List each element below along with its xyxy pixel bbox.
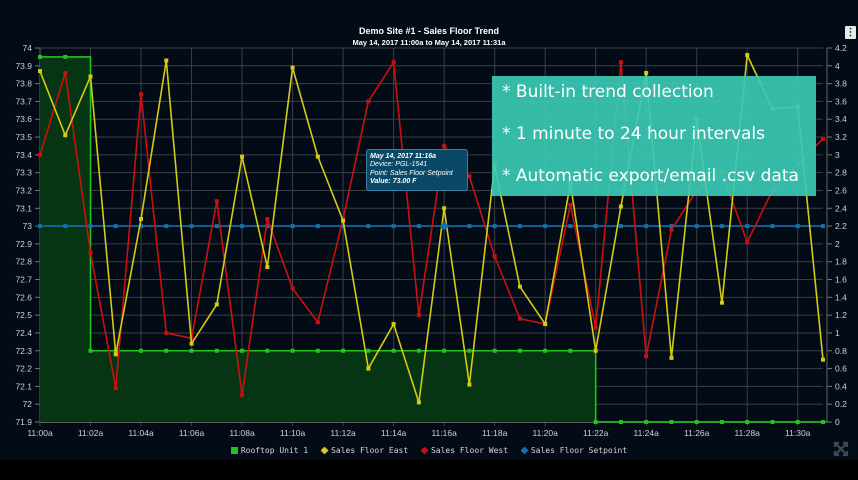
fullscreen-icon[interactable] xyxy=(833,441,849,457)
y-left-tick-label: 71.9 xyxy=(15,417,32,427)
y-right-tick-label: 3.8 xyxy=(835,79,847,89)
x-tick-label: 11:24a xyxy=(634,428,660,438)
y-right-tick-label: 4 xyxy=(835,61,840,71)
y-right-tick-label: 1.2 xyxy=(835,310,847,320)
y-right-tick-label: 0 xyxy=(835,417,840,427)
y-right-tick-label: 3.4 xyxy=(835,114,847,124)
tooltip-point: Point: Sales Floor Setpoint xyxy=(370,169,453,177)
y-left-tick-label: 72.3 xyxy=(15,346,32,356)
y-right-tick-label: 1 xyxy=(835,328,840,338)
legend-item-sales-floor-setpoint[interactable]: Sales Floor Setpoint xyxy=(520,446,628,455)
y-right-tick-label: 2.6 xyxy=(835,185,847,195)
legend-label: Sales Floor Setpoint xyxy=(530,446,628,455)
x-tick-label: 11:16a xyxy=(431,428,457,438)
x-tick-label: 11:10a xyxy=(280,428,306,438)
series-rooftop-unit-1[interactable] xyxy=(40,56,823,423)
x-tick-label: 11:04a xyxy=(128,428,154,438)
tooltip-device: Device: PGL-1541 xyxy=(370,161,428,169)
y-right-tick-label: 1.8 xyxy=(835,257,847,267)
y-right-tick-label: 3.2 xyxy=(835,132,847,142)
y-left-tick-label: 73 xyxy=(23,221,33,231)
legend-item-sales-floor-west[interactable]: Sales Floor West xyxy=(420,446,509,455)
y-left-tick-label: 73.3 xyxy=(15,168,32,178)
x-tick-label: 11:12a xyxy=(330,428,356,438)
y-right-tick-label: 0.8 xyxy=(835,346,847,356)
y-left-tick-label: 73.8 xyxy=(15,79,32,89)
y-right-tick-label: 3 xyxy=(835,150,840,160)
chart-plot[interactable]: 74 4.2 73.9 4 73.8 3.8 73.7 3.6 73.6 3.4 73.5 3.2 73… xyxy=(0,0,858,460)
data-point-tooltip: May 14, 2017 11:16a Device: PGL-1541 Poi… xyxy=(366,149,468,191)
x-tick-label: 11:14a xyxy=(381,428,407,438)
x-tick-label: 11:28a xyxy=(735,428,761,438)
x-tick-label: 11:20a xyxy=(532,428,558,438)
y-right-tick-label: 0.2 xyxy=(835,399,847,409)
legend-label: Sales Floor West xyxy=(430,446,509,455)
legend-item-sales-floor-east[interactable]: Sales Floor East xyxy=(320,446,409,455)
series-sales-floor-west[interactable] xyxy=(39,59,824,396)
legend-item-rooftop-unit-1[interactable]: Rooftop Unit 1 xyxy=(230,446,309,455)
callout-line-intervals: * 1 minute to 24 hour intervals xyxy=(502,124,766,144)
x-tick-label: 11:30a xyxy=(785,428,811,438)
callout-line-export: * Automatic export/email .csv data xyxy=(502,166,799,186)
x-tick-label: 11:02a xyxy=(78,428,104,438)
y-right-tick-label: 1.4 xyxy=(835,292,847,302)
diamond-marker-icon xyxy=(420,446,429,455)
tooltip-value: Value: 73.00 F xyxy=(370,178,417,186)
y-right-tick-label: 0.6 xyxy=(835,364,847,374)
chart-title: Demo Site #1 - Sales Floor Trend xyxy=(358,26,500,36)
legend-label: Rooftop Unit 1 xyxy=(240,446,309,455)
y-left-tick-label: 74 xyxy=(23,43,33,53)
y-right-tick-label: 2.8 xyxy=(835,168,847,178)
y-left-tick-label: 73.1 xyxy=(15,203,32,213)
chart-subtitle: May 14, 2017 11:00a to May 14, 2017 11:3… xyxy=(352,38,506,47)
x-tick-label: 11:26a xyxy=(684,428,710,438)
y-right-tick-label: 2.2 xyxy=(835,221,847,231)
square-marker-icon xyxy=(230,447,238,454)
y-left-tick-label: 73.6 xyxy=(15,114,32,124)
y-left-tick-label: 72 xyxy=(23,399,33,409)
x-tick-label: 11:08a xyxy=(229,428,255,438)
y-left-tick-label: 72.6 xyxy=(15,292,32,302)
y-right-tick-label: 4.2 xyxy=(835,43,847,53)
y-right-tick-label: 3.6 xyxy=(835,96,847,106)
chart-menu-button[interactable]: ⋮ xyxy=(845,26,856,39)
tooltip-date: May 14, 2017 11:16a xyxy=(370,153,437,160)
diamond-marker-icon xyxy=(520,446,529,455)
y-left-tick-label: 73.5 xyxy=(15,132,32,142)
rooftop-area xyxy=(40,56,823,423)
y-left-tick-label: 73.7 xyxy=(15,96,32,106)
y-right-tick-label: 1.6 xyxy=(835,275,847,285)
callout-line-trend-collection: * Built-in trend collection xyxy=(502,82,714,102)
x-tick-label: 11:18a xyxy=(482,428,508,438)
y-left-tick-label: 72.7 xyxy=(15,275,32,285)
diamond-marker-icon xyxy=(320,446,329,455)
chart-legend: Rooftop Unit 1 Sales Floor East Sales Fl… xyxy=(0,446,858,455)
trend-chart: 74 4.2 73.9 4 73.8 3.8 73.7 3.6 73.6 3.4 73.5 3.2 73… xyxy=(0,0,858,460)
legend-label: Sales Floor East xyxy=(331,446,409,455)
x-tick-label: 11:00a xyxy=(27,428,53,438)
y-left-tick-label: 73.9 xyxy=(15,61,32,71)
x-tick-label: 11:22a xyxy=(583,428,609,438)
feature-callout: * Built-in trend collection * 1 minute t… xyxy=(492,76,816,196)
y-left-tick-label: 72.2 xyxy=(15,364,32,374)
y-left-tick-label: 72.1 xyxy=(15,381,32,391)
hover-point-marker xyxy=(440,222,448,230)
y-left-tick-label: 73.2 xyxy=(15,185,32,195)
y-left-tick-label: 72.5 xyxy=(15,310,32,320)
x-tick-label: 11:06a xyxy=(179,428,205,438)
y-right-tick-label: 2 xyxy=(835,239,840,249)
y-left-tick-label: 72.4 xyxy=(15,328,32,338)
y-left-tick-label: 72.8 xyxy=(15,257,32,267)
y-right-tick-label: 0.4 xyxy=(835,381,847,391)
y-right-tick-label: 2.4 xyxy=(835,203,847,213)
y-left-tick-label: 73.4 xyxy=(15,150,32,160)
y-left-tick-label: 72.9 xyxy=(15,239,32,249)
